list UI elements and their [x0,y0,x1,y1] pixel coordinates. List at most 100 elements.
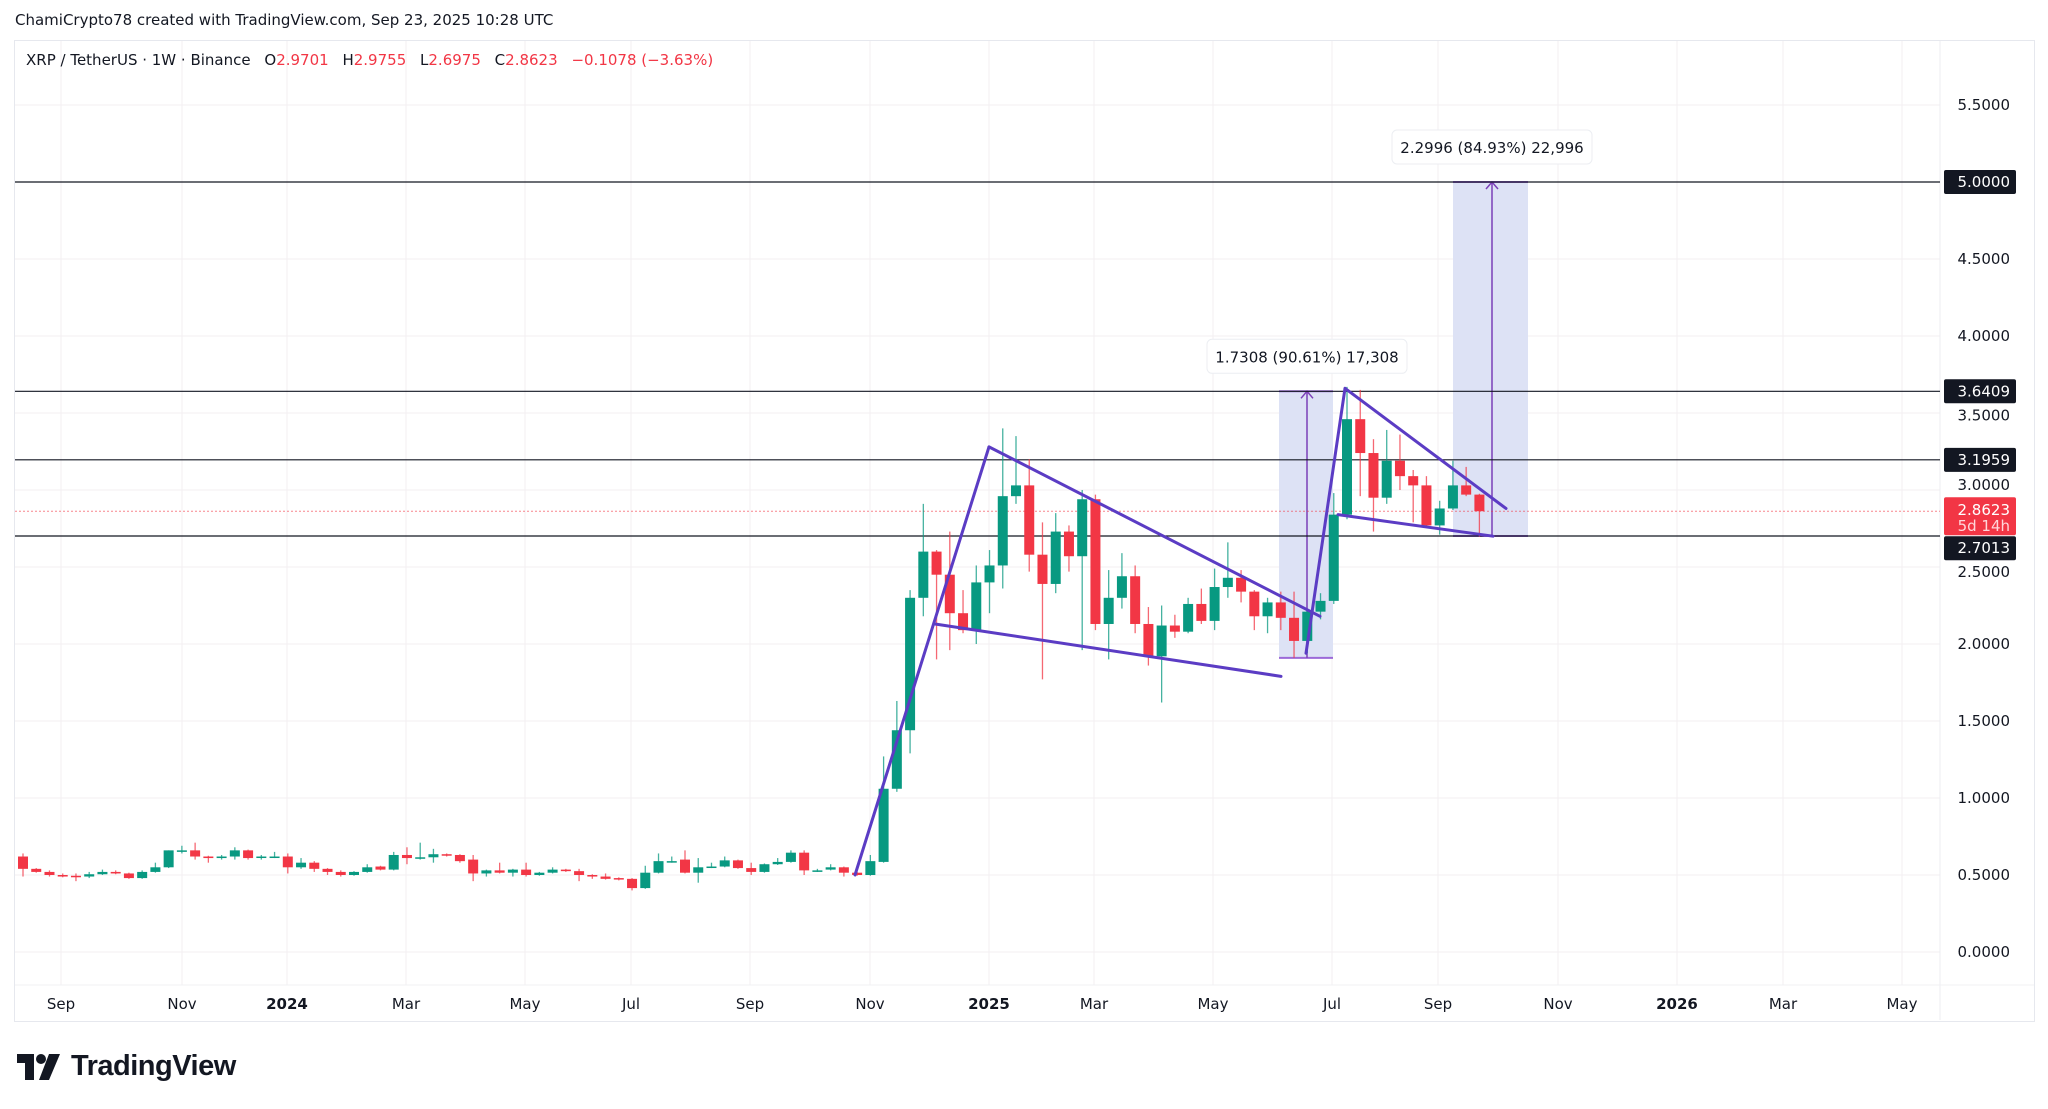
candle [1063,525,1074,572]
price-level-tag [1944,447,2016,472]
candle-body [269,856,280,859]
candles [18,386,1485,891]
candle [1328,493,1339,604]
candle-body [84,874,95,877]
candle [680,850,690,874]
tradingview-logo[interactable]: TradingView [17,1050,236,1083]
candle-body [693,867,704,873]
candle-body [190,850,201,857]
candle-body [1355,419,1366,454]
candle [918,503,929,617]
candle [229,847,240,860]
candle [706,862,717,869]
measure-label-box [1391,129,1593,165]
time-tick-label: Sep [1424,995,1452,1013]
candle-body [1103,597,1114,624]
candle-body [560,869,571,872]
candle-body [732,860,743,869]
candle-body [1461,485,1472,495]
candle-body [772,861,783,865]
chart-pane[interactable] [14,40,2035,1022]
candle [547,867,558,874]
candle [812,868,823,872]
candle [1130,565,1141,634]
candle [150,862,161,873]
candle [984,550,995,614]
candle [322,868,333,875]
candle [1196,588,1207,624]
candle-body [746,868,757,872]
candle [905,590,916,754]
candle-body [296,862,307,868]
candle [216,854,227,860]
candle-body [1143,623,1154,657]
candle [507,868,518,877]
candle [137,870,148,879]
candle [349,871,359,876]
candle-body [1302,611,1313,641]
time-axis: Sep Nov 2024 Mar May Jul Sep Nov 2025 Mar May Jul Se… [47,995,1918,1013]
candle-body [640,872,651,889]
price-level-tag [1944,379,2016,404]
candle [309,861,320,872]
candle-body [997,496,1008,566]
candle-body [785,852,796,862]
candle-body [984,565,995,583]
candle [401,847,412,865]
candle-body [534,872,545,875]
chart-credit: ChamiCrypto78 created with TradingView.c… [15,11,554,29]
candle-body [905,597,916,731]
candle [375,865,386,871]
candle-body [57,875,68,877]
candle-body [958,613,969,631]
candle-body [944,574,955,614]
candle [1024,459,1035,572]
current-price-tag [1944,497,2016,536]
candle [296,858,307,869]
candle [732,859,743,869]
candle-body [918,551,929,598]
candle [1368,439,1379,532]
candle [203,855,214,863]
candle-body [1275,602,1286,618]
candle [1037,522,1048,680]
time-tick-label: 2025 [968,995,1010,1013]
candle-body [97,871,108,875]
candle [441,853,452,857]
bar-countdown-label: 5d 14h [1958,517,2010,535]
measure-label: 2.2996 (84.93%) 22,996 [1400,139,1583,157]
candle [891,700,902,792]
candle-body [1249,591,1260,617]
price-tick-label: 1.0000 [1958,789,2011,807]
symbol-title[interactable]: XRP / TetherUS · 1W · Binance [26,51,251,69]
flagpole-1-line [853,445,991,877]
candle [282,853,293,874]
candle-body [1090,499,1101,624]
low-value: 2.6975 [428,51,481,69]
candle-body [1037,554,1048,584]
candle [335,870,346,877]
candle-body [137,871,148,879]
candle-body [1408,476,1419,486]
time-tick-label: Mar [1769,995,1798,1013]
time-tick-label: Sep [736,995,764,1013]
candle-body [454,854,465,862]
candle [123,872,134,879]
candle [534,871,545,876]
candle-body [891,730,902,789]
candle-body [719,860,730,867]
candle [772,858,783,865]
candle [494,862,505,874]
candle-body [70,875,81,878]
candle-body [401,854,412,859]
candle-body [1381,460,1392,498]
candle-body [1394,460,1405,477]
candle-body [110,871,121,874]
candle-body [309,862,320,869]
candle-body [706,866,717,869]
candle [759,863,770,873]
candle-body [1474,494,1485,512]
price-tick-label: 0.5000 [1958,866,2011,884]
time-tick-label: Sep [47,995,75,1013]
